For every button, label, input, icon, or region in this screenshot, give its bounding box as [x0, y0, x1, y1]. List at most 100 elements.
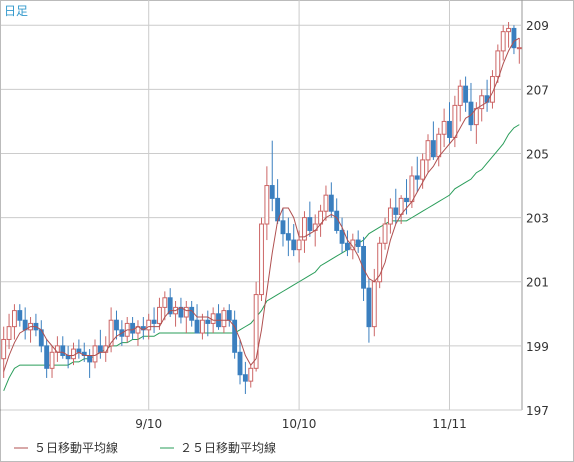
candle-body-down — [463, 85, 469, 103]
candle — [157, 297, 162, 330]
legend-ma5-label: ５日移動平均線 — [34, 440, 118, 455]
candle-body-up — [11, 310, 17, 328]
candle-body-down — [60, 345, 66, 356]
candle — [6, 313, 12, 350]
candle — [199, 313, 205, 340]
candle-body-up — [516, 47, 522, 50]
candle-body-down — [511, 27, 517, 49]
candle-body-down — [339, 229, 345, 244]
candle-body-down — [285, 233, 291, 241]
candle-body-up — [425, 140, 431, 161]
candle-body-up — [506, 27, 512, 33]
candle — [463, 76, 469, 112]
candle — [377, 236, 383, 289]
y-tick-label: 207 — [526, 83, 549, 97]
candle — [60, 336, 66, 359]
candle — [457, 79, 463, 122]
candle-body-down — [237, 351, 243, 376]
candle — [151, 307, 157, 334]
candle — [430, 121, 436, 160]
candle-body-up — [108, 319, 114, 347]
candle-body-down — [151, 319, 157, 324]
candle-body-up — [473, 108, 479, 126]
period-label: 日足 — [4, 4, 28, 18]
candle-body-up — [490, 76, 495, 103]
candle-body-up — [1, 338, 7, 360]
candle-body-down — [361, 245, 366, 289]
candle-body-up — [92, 345, 98, 363]
legend: ５日移動平均線 ２５日移動平均線 — [14, 440, 276, 455]
candle — [259, 217, 264, 301]
candle-body-down — [366, 287, 372, 328]
candle-body-up — [398, 197, 404, 215]
candle — [189, 300, 195, 327]
candle — [307, 201, 313, 237]
candle — [516, 38, 522, 64]
candle — [328, 182, 334, 218]
candle — [495, 44, 501, 83]
y-tick-label: 205 — [526, 147, 549, 161]
x-tick-label: 11/11 — [432, 417, 467, 431]
y-tick-label: 209 — [526, 19, 549, 33]
candle-body-down — [414, 175, 420, 180]
candle-body-down — [447, 120, 452, 138]
candle-body-down — [226, 310, 232, 321]
candle-body-down — [307, 217, 313, 231]
candle — [425, 134, 431, 173]
candle — [269, 140, 275, 212]
candle — [506, 22, 512, 48]
candle — [1, 326, 7, 378]
candle-body-up — [457, 85, 463, 106]
candle-body-down — [44, 345, 50, 369]
candle — [414, 156, 420, 192]
candle-body-up — [248, 367, 254, 382]
y-tick-label: 197 — [526, 404, 549, 418]
candle-body-up — [323, 194, 329, 212]
candle-body-up — [259, 223, 264, 296]
candle-body-down — [194, 319, 200, 334]
candle-body-down — [22, 319, 28, 331]
candle-body-down — [114, 319, 119, 331]
candle — [183, 300, 189, 334]
candle — [339, 217, 345, 253]
y-tick-label: 199 — [526, 340, 549, 354]
candle-body-down — [242, 374, 248, 382]
ma5-line — [3, 37, 520, 372]
candle — [205, 310, 211, 337]
candle-body-up — [162, 297, 168, 308]
candle — [17, 304, 23, 327]
candle — [387, 198, 393, 234]
candle — [345, 230, 350, 257]
ma5-layer — [3, 37, 520, 372]
candle — [355, 230, 361, 253]
candle-body-up — [157, 306, 162, 324]
legend-ma25-label: ２５日移動平均線 — [180, 440, 276, 455]
candle — [264, 166, 270, 241]
candle — [323, 185, 329, 221]
candle-body-down — [232, 319, 238, 353]
candle-body-down — [178, 306, 184, 318]
candle-body-up — [146, 319, 152, 331]
candle — [490, 70, 495, 109]
candle — [11, 304, 17, 340]
candle — [441, 108, 447, 148]
candle-body-up — [387, 207, 393, 225]
candle — [248, 365, 254, 388]
candle-body-down — [269, 185, 275, 199]
candle-body-down — [189, 306, 195, 321]
candle — [114, 310, 119, 340]
candle-body-down — [291, 239, 297, 251]
candle-body-up — [500, 31, 506, 52]
candle-body-up — [441, 120, 447, 135]
candle-body-down — [393, 207, 399, 215]
candle-body-up — [221, 310, 227, 328]
candle-body-down — [430, 140, 436, 158]
candle-body-up — [409, 175, 415, 203]
candle — [108, 307, 114, 353]
candle-body-up — [296, 239, 302, 251]
candle-body-up — [436, 133, 442, 158]
candle — [242, 361, 248, 394]
